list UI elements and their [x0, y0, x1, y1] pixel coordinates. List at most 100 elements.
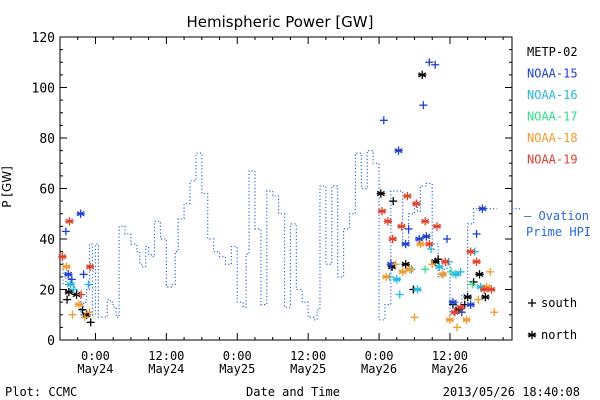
marker-star — [383, 217, 393, 226]
y-tick-label: 60 — [39, 183, 55, 198]
y-tick-label: 0 — [47, 334, 55, 349]
marker-star — [478, 204, 487, 213]
x-tick-date: May26 — [432, 362, 468, 376]
marker-plus — [61, 227, 70, 236]
marker-plus — [404, 224, 413, 233]
marker-plus — [447, 267, 456, 276]
marker-star — [438, 270, 448, 279]
marker-plus — [472, 229, 481, 238]
marker-plus — [457, 308, 466, 317]
marker-plus — [434, 255, 443, 264]
series-noaa-17 — [421, 265, 477, 289]
marker-star — [422, 232, 431, 241]
x-tick-label: 12:00 — [432, 349, 468, 363]
series-noaa-15 — [61, 58, 487, 317]
marker-plus — [379, 116, 388, 125]
marker-plus — [419, 101, 428, 110]
marker-plus — [443, 235, 452, 243]
legend-item: NOAA-16 — [527, 88, 578, 102]
marker-plus — [474, 295, 483, 304]
marker-star — [420, 217, 430, 226]
marker-plus — [456, 267, 465, 276]
footer-right: 2013/05/26 18:40:08 — [443, 385, 580, 399]
legend-item: METP-02 — [527, 45, 578, 59]
x-tick-date: May24 — [148, 362, 184, 376]
marker-plus — [431, 60, 440, 69]
x-tick-date: May26 — [361, 362, 397, 376]
marker-star — [425, 239, 434, 249]
plot-frame — [59, 36, 513, 341]
marker-star — [76, 209, 85, 218]
marker-star — [432, 222, 442, 231]
marker-star — [451, 270, 461, 279]
marker-plus — [468, 280, 477, 289]
y-tick-label: 120 — [32, 31, 55, 46]
marker-plus — [486, 267, 495, 276]
marker-star — [487, 285, 496, 294]
marker-plus — [389, 197, 398, 206]
marker-star — [462, 315, 471, 324]
marker-plus — [85, 308, 94, 317]
marker-star — [481, 292, 490, 302]
legend-item: NOAA-19 — [527, 153, 578, 167]
y-tick-label: 80 — [39, 132, 55, 147]
marker-star — [445, 315, 455, 324]
marker-star — [394, 146, 403, 155]
x-tick-date: May25 — [219, 362, 255, 376]
series-metp-02 — [63, 70, 490, 327]
series-noaa-19 — [58, 191, 496, 317]
marker-plus — [453, 323, 462, 332]
ovation-label-2: Prime HPI — [526, 225, 591, 239]
marker-star — [466, 300, 475, 309]
marker-plus — [391, 260, 400, 269]
marker-star — [463, 292, 472, 302]
marker-star — [401, 260, 410, 269]
y-axis-label: P [GW] — [0, 166, 14, 208]
marker-star — [85, 262, 95, 271]
marker-star — [456, 302, 465, 312]
marker-star — [480, 285, 489, 294]
marker-star — [527, 330, 537, 340]
marker-star — [74, 300, 84, 309]
marker-plus — [86, 318, 95, 327]
marker-star — [450, 308, 459, 317]
y-tick-label: 40 — [39, 233, 55, 248]
marker-plus — [63, 295, 72, 304]
marker-star — [376, 189, 386, 198]
marker-plus — [427, 245, 436, 254]
marker-plus — [68, 310, 77, 319]
marker-star — [64, 270, 73, 279]
marker-plus — [410, 313, 419, 322]
legend-item: NOAA-15 — [527, 67, 578, 81]
marker-star — [413, 285, 422, 294]
x-tick-label: 12:00 — [290, 349, 326, 363]
legend-item: NOAA-18 — [527, 131, 578, 145]
marker-star — [412, 199, 421, 208]
series-noaa-16 — [66, 245, 485, 299]
marker-star — [398, 267, 407, 277]
x-tick-label: 0:00 — [81, 349, 110, 363]
marker-star — [381, 272, 391, 282]
marker-star — [441, 257, 450, 266]
marker-star — [62, 262, 71, 271]
x-axis-label: Date and Time — [246, 385, 340, 399]
marker-plus — [395, 290, 404, 299]
marker-plus — [425, 58, 434, 67]
ovation-label-1: — Ovation — [524, 209, 589, 223]
marker-plus — [77, 290, 86, 299]
marker-star — [397, 222, 406, 231]
footer-left: Plot: CCMC — [5, 385, 77, 399]
marker-plus — [78, 305, 87, 314]
y-tick-label: 100 — [32, 82, 55, 97]
marker-star — [417, 70, 427, 80]
legend: METP-02 NOAA-15 NOAA-16 NOAA-17 NOAA-18 NOAA-… — [527, 45, 578, 167]
marker-star — [435, 262, 444, 271]
marker-star — [64, 287, 74, 297]
marker-plus — [421, 265, 430, 274]
marker-plus — [490, 308, 499, 317]
marker-legend-label: south — [541, 296, 577, 310]
y-tick-label: 20 — [39, 284, 55, 299]
marker-plus — [84, 280, 93, 289]
x-tick-label: 12:00 — [148, 349, 184, 363]
